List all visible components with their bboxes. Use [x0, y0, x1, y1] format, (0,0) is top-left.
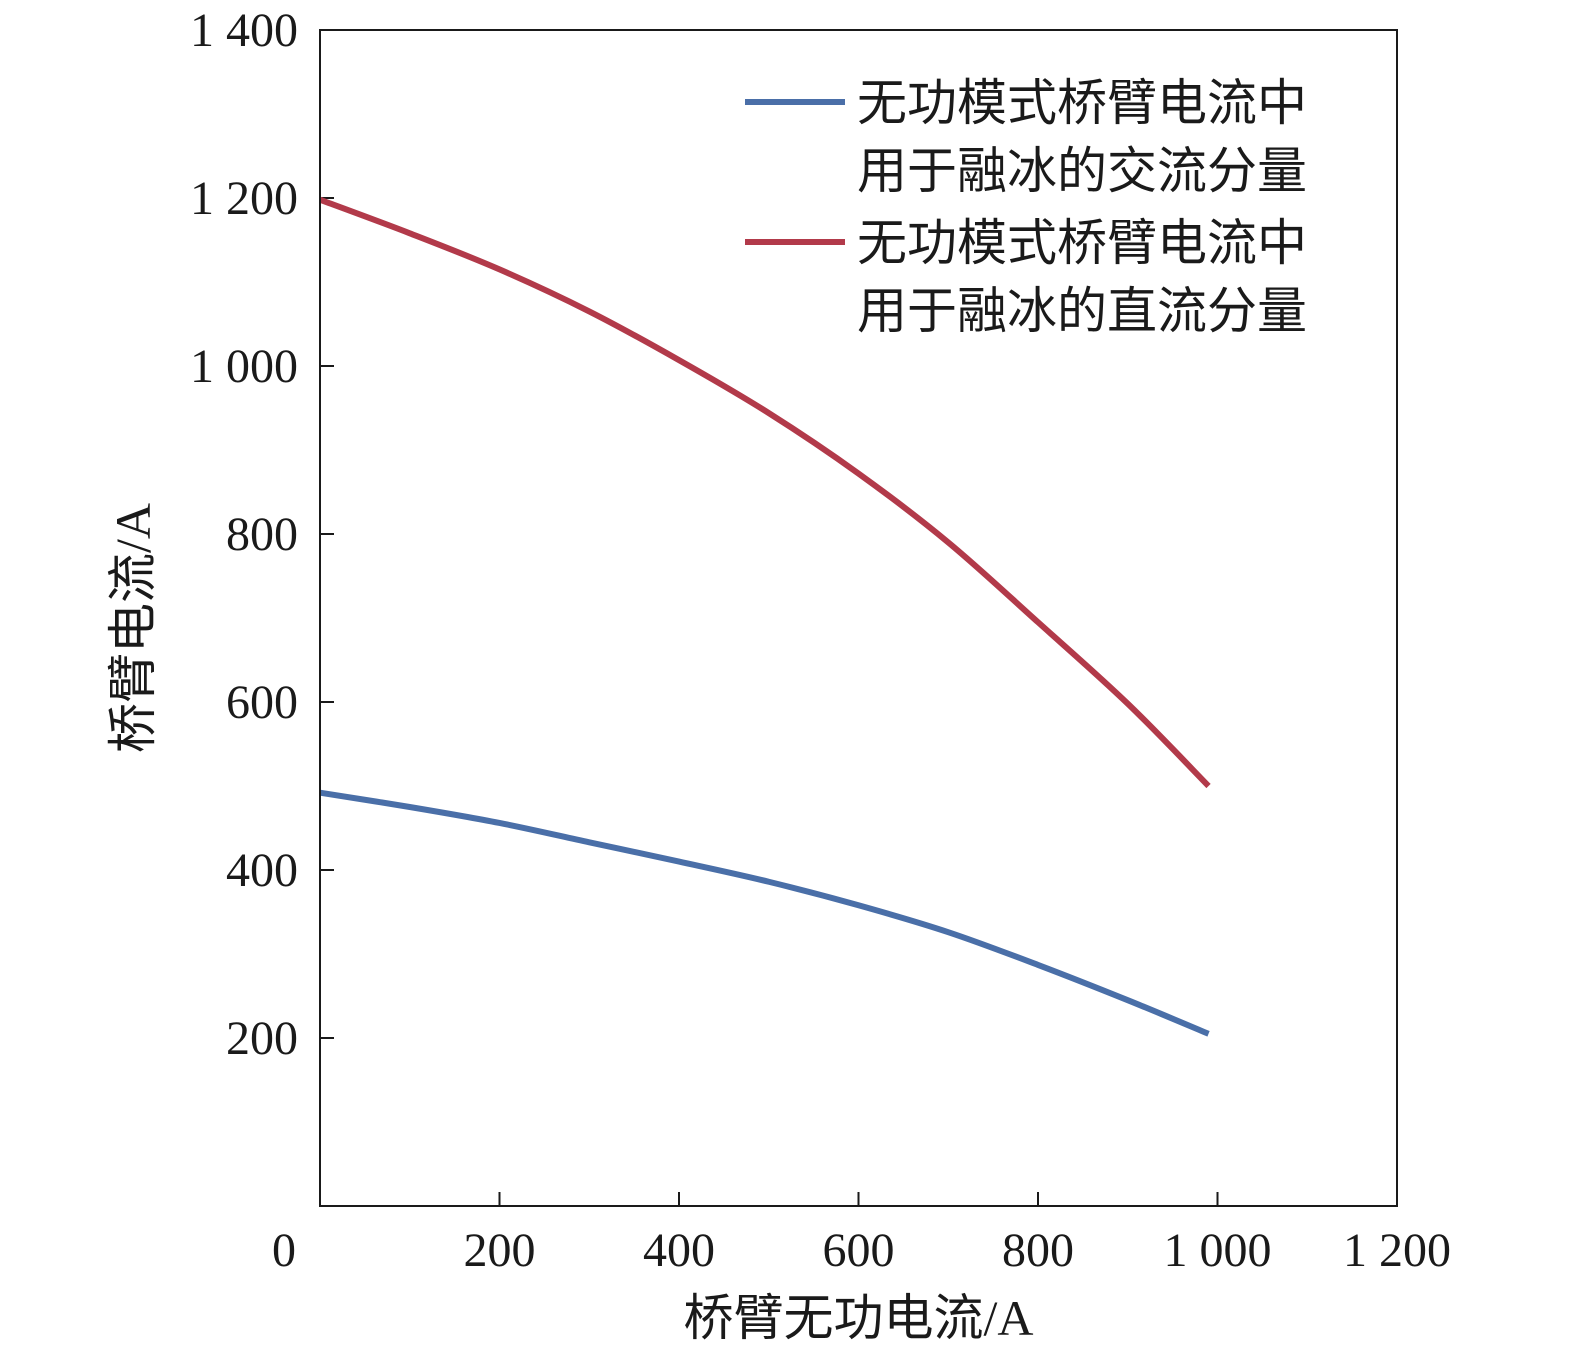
series-layer [318, 196, 1211, 1037]
x-tick-label: 1 200 [1343, 1224, 1451, 1277]
legend-label-1-line-2: 用于融冰的交流分量 [857, 143, 1307, 199]
x-tick-label: 200 [464, 1224, 536, 1277]
plot-frame [319, 29, 1398, 1207]
y-axis-title: 桥臂电流/A [105, 503, 161, 753]
y-tick-label: 400 [226, 844, 298, 897]
y-tick-label: 1 400 [190, 4, 298, 57]
x-axis-title: 桥臂无功电流/A [684, 1290, 1034, 1346]
y-tick-label: 1 000 [190, 340, 298, 393]
legend-label-2-line-2: 用于融冰的直流分量 [857, 283, 1307, 339]
x-tick-label: 600 [823, 1224, 895, 1277]
x-tick-label: 1 000 [1164, 1224, 1272, 1277]
y-tick-label: 600 [226, 676, 298, 729]
series-line-2 [318, 196, 1211, 789]
x-tick-label: 800 [1002, 1224, 1074, 1277]
y-tick-label: 200 [226, 1012, 298, 1065]
y-tick-label: 800 [226, 508, 298, 561]
tick-layer: 0 200 400 600 800 1 000 1 200 200 400 600 800 1 000… [190, 4, 1451, 1277]
x-tick-label: 400 [643, 1224, 715, 1277]
legend-label-1-line-1: 无功模式桥臂电流中 [857, 75, 1307, 131]
x-tick-label: 0 [272, 1224, 296, 1277]
y-tick-label: 1 200 [190, 172, 298, 225]
series-line-1 [319, 789, 1210, 1037]
legend-label-2-line-1: 无功模式桥臂电流中 [857, 215, 1307, 271]
